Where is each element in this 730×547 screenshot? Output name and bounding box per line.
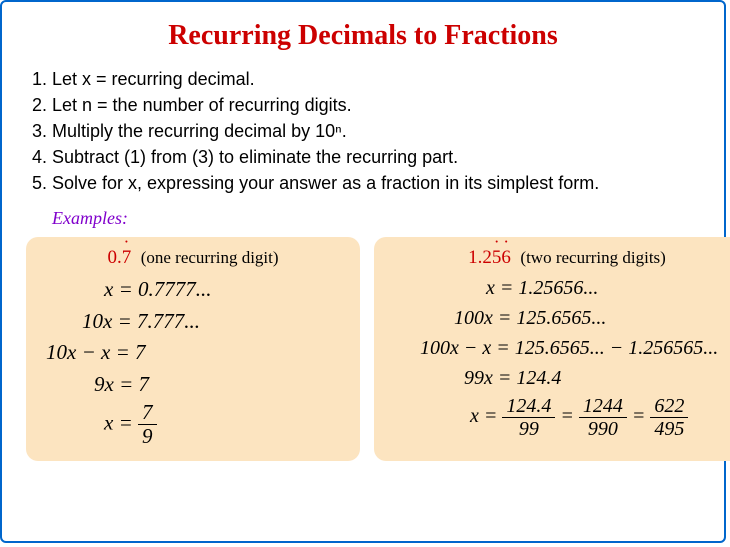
page-title: Recurring Decimals to Fractions (22, 20, 704, 52)
example1-eq2: 10x = 7.777... (40, 307, 346, 335)
example1-eq4: 9x = 7 (40, 370, 346, 398)
example1-eq5: x = 79 (40, 401, 346, 448)
document-frame: Recurring Decimals to Fractions 1. Let x… (0, 0, 726, 543)
example-box-2: 1.256 (two recurring digits) x = 1.25656… (374, 237, 730, 461)
step-item: 4. Subtract (1) from (3) to eliminate th… (32, 144, 704, 170)
step-item: 3. Multiply the recurring decimal by 10ⁿ… (32, 118, 704, 144)
example1-eq1: x = 0.7777... (40, 275, 346, 303)
example2-eq4: 99x = 124.4 (388, 365, 730, 392)
step-item: 1. Let x = recurring decimal. (32, 66, 704, 92)
example2-eq3: 100x − x = 125.6565... − 1.256565... (388, 335, 730, 362)
example1-header: 0.7 (one recurring digit) (40, 247, 346, 269)
example2-number: 1.256 (468, 247, 511, 268)
example2-eq2: 100x = 125.6565... (388, 305, 730, 332)
example2-eq5: x = 124.499 = 1244990 = 622495 (388, 395, 730, 440)
examples-label: Examples: (52, 208, 704, 229)
example-box-1: 0.7 (one recurring digit) x = 0.7777... … (26, 237, 360, 461)
example1-note: (one recurring digit) (141, 248, 279, 267)
example1-number: 0.7 (107, 247, 131, 268)
steps-list: 1. Let x = recurring decimal. 2. Let n =… (32, 66, 704, 196)
example2-eq1: x = 1.25656... (388, 275, 730, 302)
example2-note: (two recurring digits) (520, 248, 665, 267)
step-item: 2. Let n = the number of recurring digit… (32, 92, 704, 118)
step-item: 5. Solve for x, expressing your answer a… (32, 170, 704, 196)
example2-header: 1.256 (two recurring digits) (388, 247, 730, 269)
example1-eq3: 10x − x = 7 (40, 338, 346, 366)
examples-row: 0.7 (one recurring digit) x = 0.7777... … (26, 237, 700, 461)
